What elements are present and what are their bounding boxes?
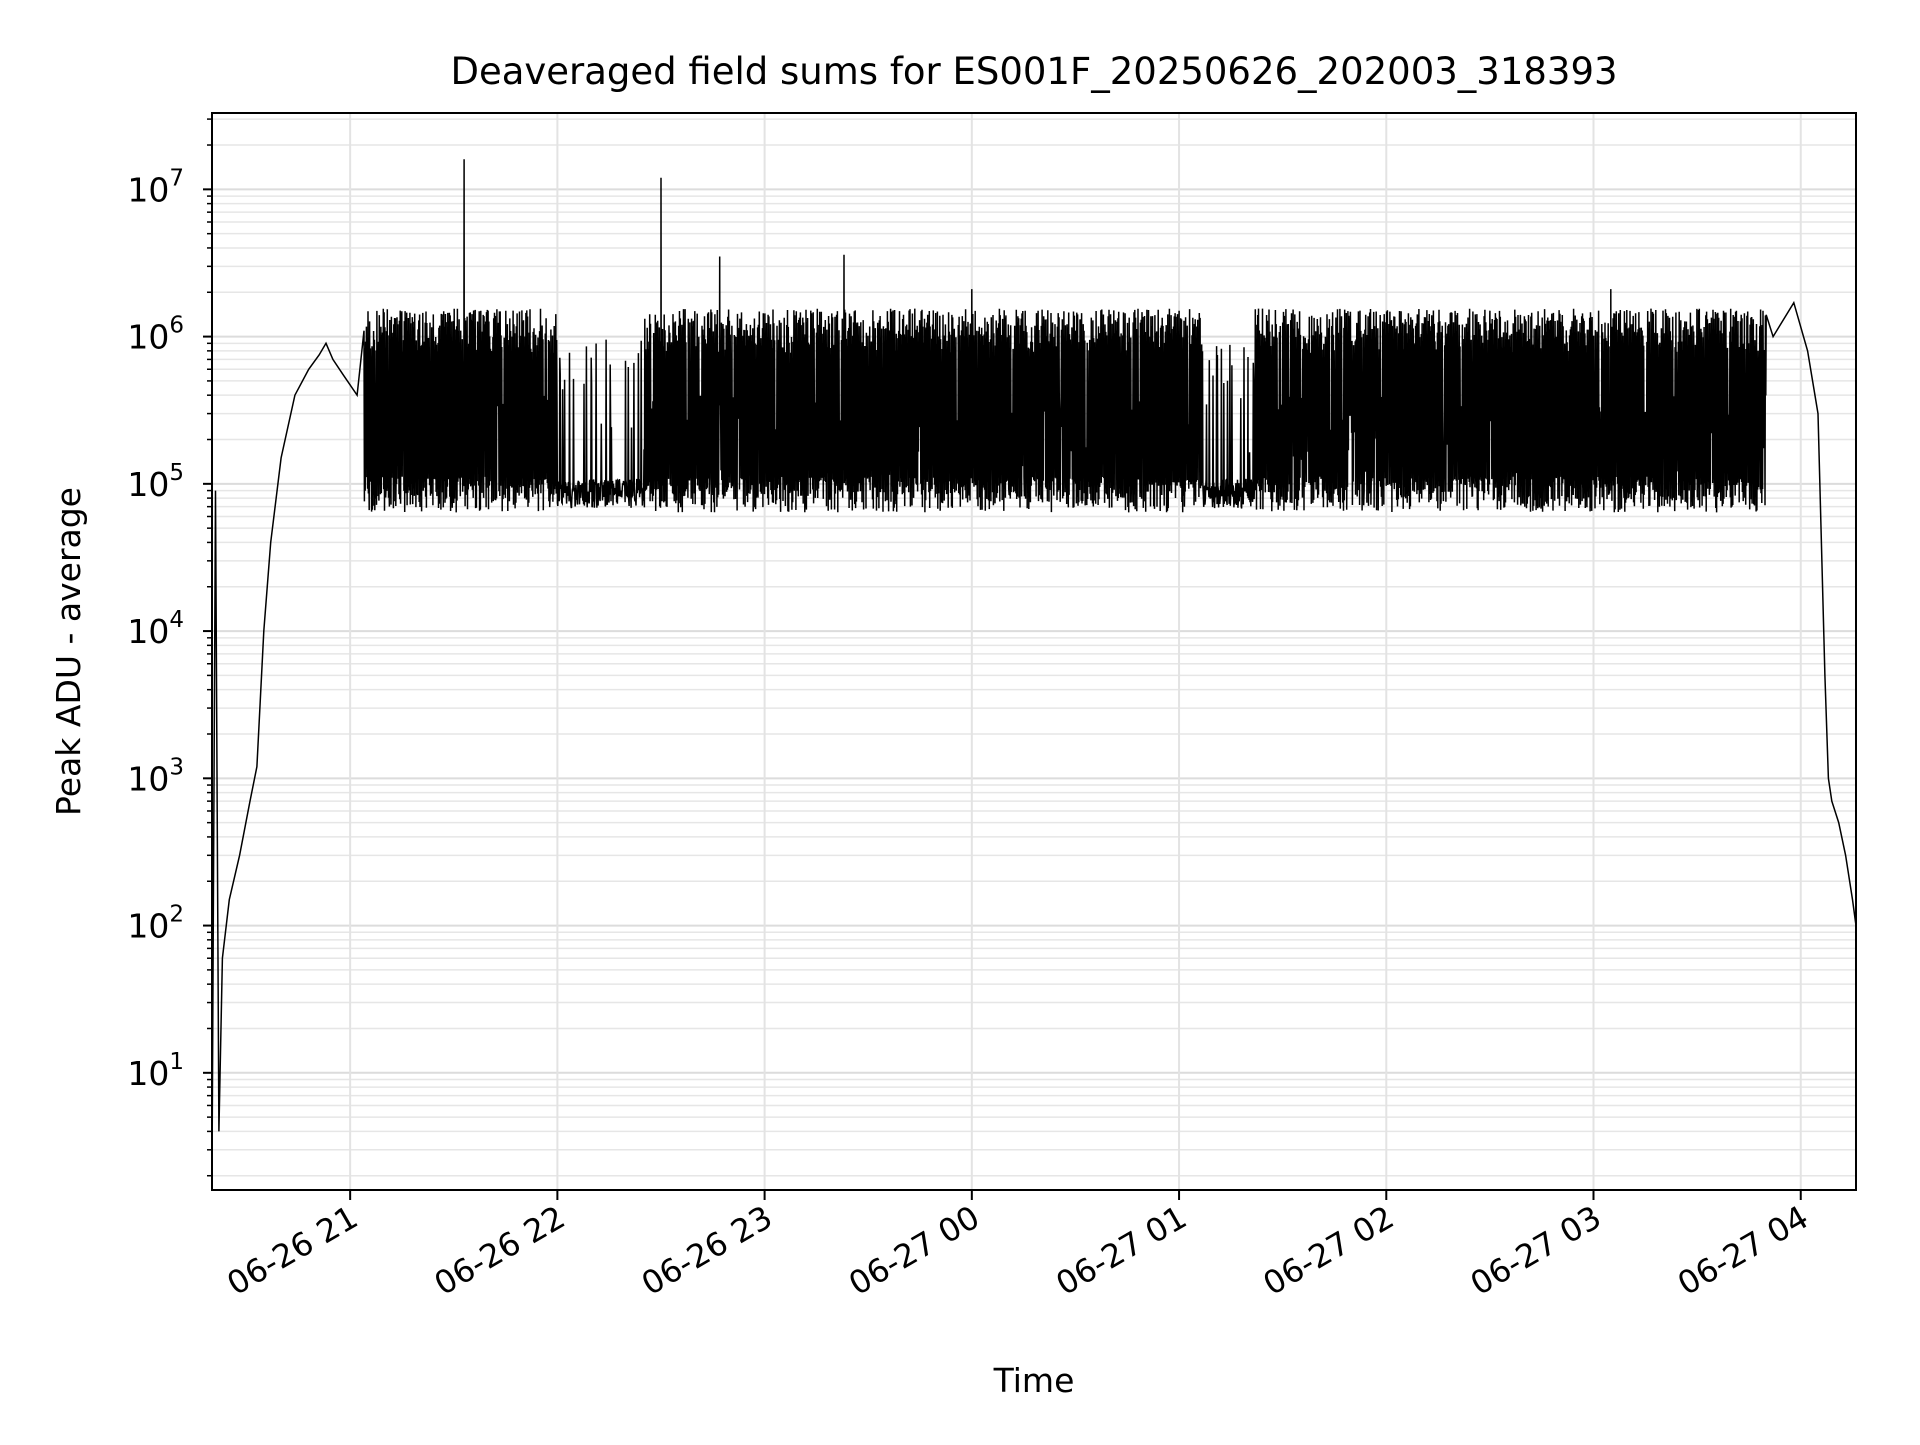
x-tick-label: 06-26 23 xyxy=(635,1198,779,1303)
series-group xyxy=(211,159,1857,1176)
y-tick-base: 10 xyxy=(127,170,169,209)
x-tick-label: 06-27 04 xyxy=(1671,1198,1815,1303)
y-tick-base: 10 xyxy=(127,318,169,357)
y-axis-label: Peak ADU - average xyxy=(49,487,88,816)
y-tick-exponent: 6 xyxy=(169,313,184,339)
series-line xyxy=(211,159,1857,1176)
x-tick-label: 06-27 01 xyxy=(1049,1198,1193,1303)
plot-frame xyxy=(211,112,1857,1191)
x-axis-label: Time xyxy=(993,1361,1075,1400)
x-tick-label: 06-27 03 xyxy=(1464,1198,1608,1303)
y-tick-exponent: 2 xyxy=(169,902,184,928)
x-tick-label: 06-27 00 xyxy=(842,1198,986,1303)
y-tick-base: 10 xyxy=(127,465,169,504)
y-tick-label: 105 xyxy=(127,460,184,504)
y-tick-base: 10 xyxy=(127,907,169,946)
y-tick-exponent: 5 xyxy=(169,460,184,486)
y-tick-exponent: 1 xyxy=(169,1049,184,1075)
y-tick-exponent: 3 xyxy=(169,754,184,780)
y-tick-base: 10 xyxy=(127,612,169,651)
x-tick-label: 06-26 22 xyxy=(428,1198,572,1303)
x-tick-label: 06-27 02 xyxy=(1257,1198,1401,1303)
y-tick-label: 107 xyxy=(127,165,184,209)
y-tick-label: 104 xyxy=(127,607,184,651)
y-tick-label: 106 xyxy=(127,313,184,357)
y-tick-label: 102 xyxy=(127,902,184,946)
y-tick-exponent: 7 xyxy=(169,165,184,191)
y-tick-label: 101 xyxy=(127,1049,184,1093)
y-tick-base: 10 xyxy=(127,759,169,798)
x-tick-label: 06-26 21 xyxy=(221,1198,365,1303)
y-tick-label: 103 xyxy=(127,754,184,798)
y-tick-base: 10 xyxy=(127,1054,169,1093)
grid xyxy=(212,113,1856,1190)
y-tick-exponent: 4 xyxy=(169,607,184,633)
chart-title: Deaveraged field sums for ES001F_2025062… xyxy=(450,50,1617,93)
